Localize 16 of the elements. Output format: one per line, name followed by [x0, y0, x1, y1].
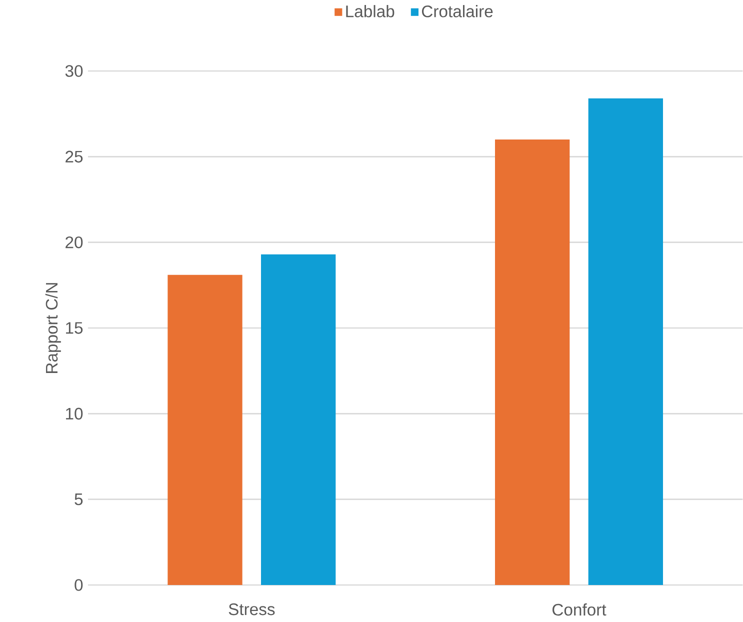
- y-tick-label: 0: [74, 579, 83, 591]
- y-tick-label: 25: [66, 150, 83, 163]
- legend-label: Crotalaire: [422, 5, 493, 18]
- bar: [588, 98, 663, 585]
- bar: [168, 274, 242, 585]
- bar: [495, 140, 570, 585]
- y-tick-label: 30: [65, 65, 83, 77]
- x-tick-label: Confort: [552, 603, 606, 616]
- y-tick-label: 20: [66, 236, 83, 248]
- y-tick-label: 10: [66, 408, 83, 420]
- bar: [261, 254, 336, 585]
- y-axis-title: Rapport C/N: [45, 283, 61, 373]
- legend-label: Lablab: [346, 5, 394, 18]
- y-tick-label: 5: [74, 494, 83, 506]
- x-tick-label: Stress: [228, 603, 275, 616]
- y-tick-label: 15: [66, 322, 83, 334]
